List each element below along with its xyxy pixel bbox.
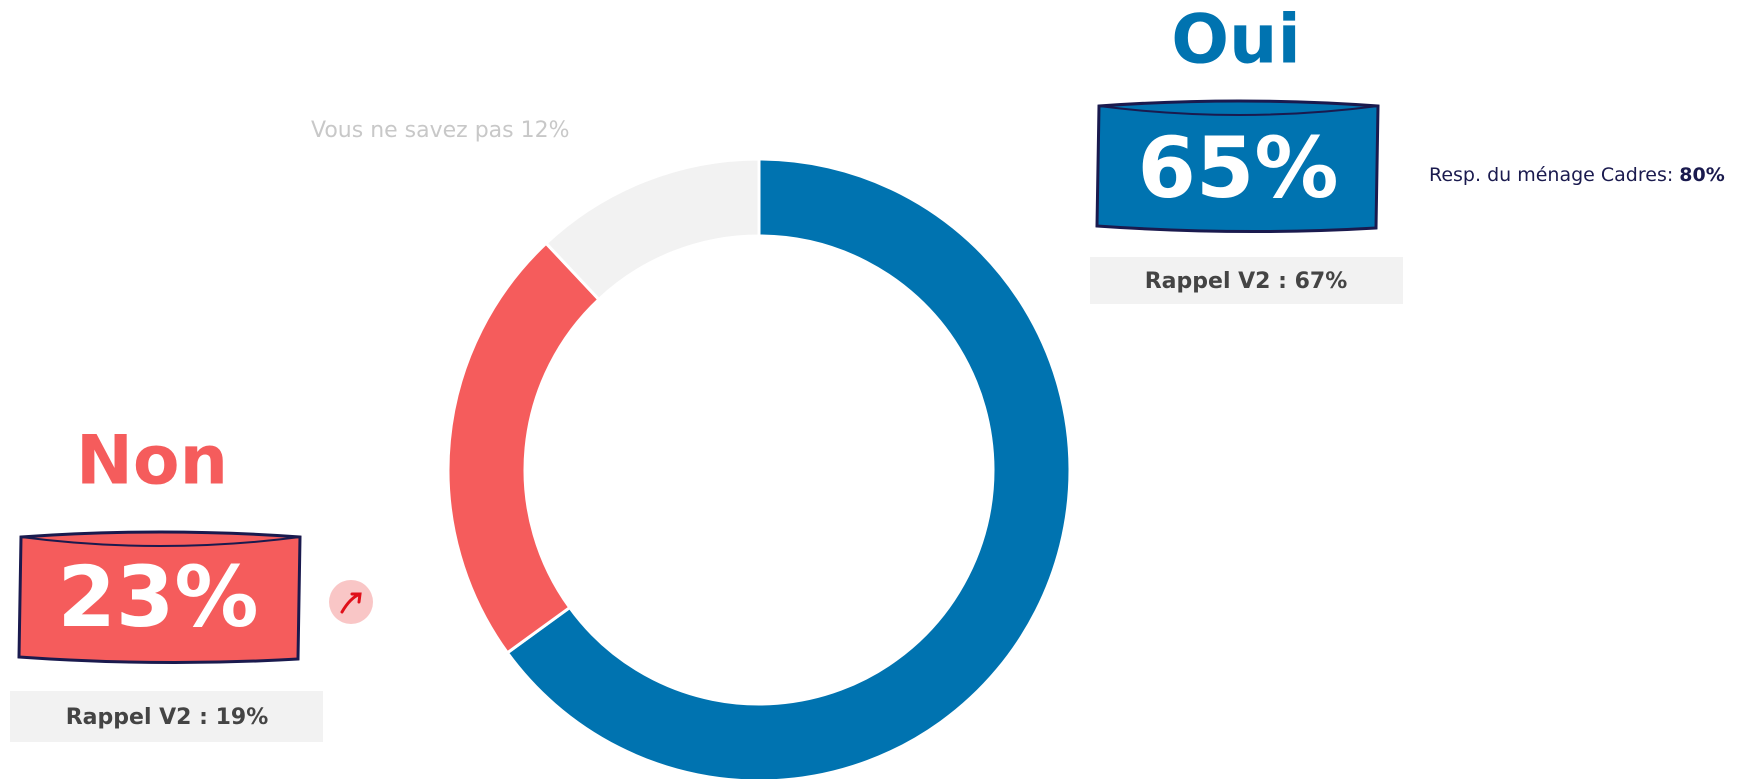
donut-slice bbox=[446, 241, 601, 655]
non-title: Non bbox=[76, 422, 228, 501]
badge-sketch bbox=[20, 536, 301, 547]
unknown-label: Vous ne savez pas 12% bbox=[311, 118, 570, 143]
recall-text: Rappel V2 : 67% bbox=[1145, 269, 1348, 294]
non-value: 23% bbox=[57, 548, 258, 646]
non-badge bbox=[17, 530, 302, 665]
donut-slice bbox=[505, 157, 1072, 779]
badge-sketch bbox=[1098, 105, 1379, 116]
oui-badge bbox=[1095, 99, 1380, 234]
segment-value: 80% bbox=[1679, 164, 1724, 186]
donut bbox=[446, 157, 1072, 779]
category-label: Vous ne savez pas bbox=[311, 118, 514, 143]
trend-arrow bbox=[340, 592, 362, 614]
segment-note: Resp. du ménage Cadres: 80% bbox=[1429, 164, 1725, 186]
oui-value: 65% bbox=[1137, 119, 1338, 217]
oui-title: Oui bbox=[1171, 1, 1301, 80]
value-label: 12% bbox=[521, 118, 570, 143]
recall-box bbox=[10, 691, 323, 742]
recall-text: Rappel V2 : 19% bbox=[66, 705, 269, 730]
segment-label: Resp. du ménage Cadres: bbox=[1429, 164, 1673, 186]
recall-box bbox=[1090, 257, 1403, 304]
donut-slice bbox=[543, 157, 761, 302]
